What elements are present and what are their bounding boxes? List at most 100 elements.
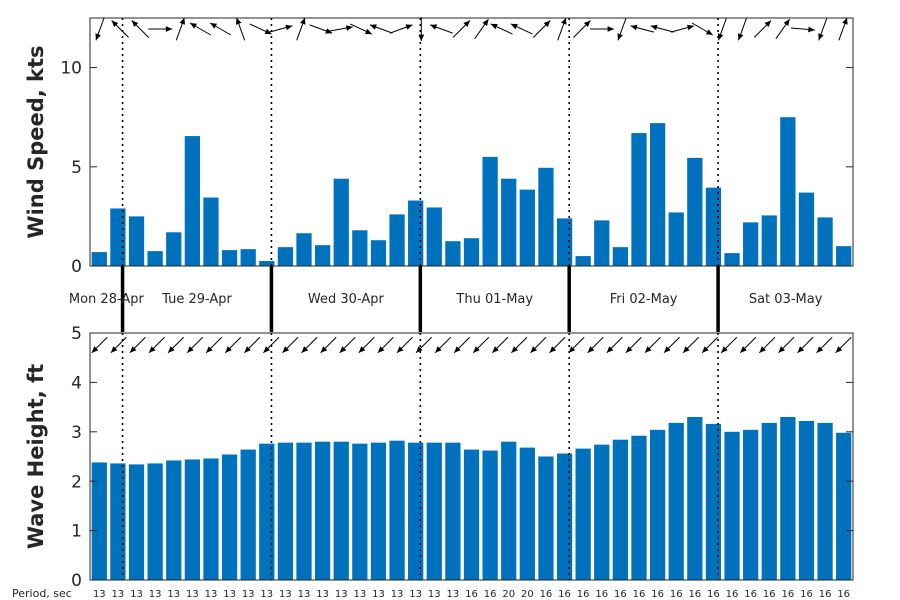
- wind-bar: [203, 197, 219, 266]
- wave-height-panel: 0 1 2 3 4 5 Wave Height, ft: [24, 324, 854, 591]
- wave-bar: [221, 454, 238, 580]
- period-value: 16: [800, 589, 813, 600]
- wave-bar: [556, 453, 573, 580]
- wind-bar: [91, 252, 107, 266]
- wind-bar: [631, 133, 647, 266]
- period-value: 13: [205, 589, 218, 600]
- wind-direction-arrow: [717, 17, 728, 41]
- wind-bar: [463, 238, 480, 266]
- wind-bar: [147, 251, 163, 266]
- period-value: 13: [335, 589, 348, 600]
- wind-direction-arrow: [818, 17, 828, 41]
- wave-direction-arrow: [339, 336, 356, 354]
- wave-direction-arrow: [491, 336, 509, 354]
- wave-bar: [352, 443, 368, 580]
- period-value: 16: [614, 589, 627, 600]
- wave-direction-arrow: [778, 336, 795, 354]
- wind-direction-arrow: [296, 17, 306, 41]
- wind-bar: [817, 217, 833, 266]
- wind-direction-arrow: [309, 24, 333, 34]
- wind-direction-arrow: [269, 24, 293, 33]
- period-row: Period, sec 13 13 13 13 13 13 13 13 13 13 13 13 13 13…: [12, 587, 850, 600]
- wave-bar: [463, 449, 480, 580]
- period-value: 16: [670, 589, 683, 600]
- wind-direction-arrow: [369, 24, 393, 34]
- wind-direction-arrow: [737, 17, 748, 41]
- period-value: 13: [167, 589, 180, 600]
- wave-bar: [798, 420, 815, 580]
- wind-direction-arrow: [557, 17, 567, 41]
- wave-bar: [426, 442, 442, 580]
- period-value: 13: [409, 589, 422, 600]
- period-value: 13: [372, 589, 385, 600]
- wave-bar: [594, 444, 610, 580]
- wind-direction-arrow: [573, 20, 591, 38]
- wave-direction-arrow: [682, 336, 699, 354]
- period-value: 16: [707, 589, 720, 600]
- wind-direction-arrow: [650, 24, 674, 33]
- wave-bar: [519, 447, 535, 580]
- wave-bar: [705, 423, 722, 580]
- wave-bar: [203, 458, 219, 580]
- wave-direction-arrow: [625, 336, 642, 354]
- wave-direction-arrow: [320, 336, 337, 354]
- period-value: 16: [540, 589, 553, 600]
- wave-direction-arrow: [148, 336, 165, 354]
- period-value: 16: [484, 589, 497, 600]
- wind-y-tick-label: 0: [71, 257, 82, 277]
- wind-bar: [482, 156, 498, 266]
- period-value: 13: [298, 589, 311, 600]
- wind-bar: [743, 222, 759, 266]
- wind-bar: [538, 167, 554, 266]
- wind-bar: [110, 208, 126, 266]
- wind-y-axis-title: Wind Speed, kts: [24, 45, 48, 238]
- wave-direction-arrow: [644, 336, 661, 354]
- wave-bar: [184, 459, 200, 580]
- wave-bar: [296, 442, 312, 580]
- wind-direction-arrow: [838, 17, 848, 41]
- period-value: 16: [781, 589, 794, 600]
- period-value: 16: [651, 589, 664, 600]
- wave-direction-arrow: [511, 336, 528, 354]
- wave-bar: [277, 442, 294, 580]
- period-value: 13: [186, 589, 199, 600]
- wave-bar: [389, 440, 405, 580]
- wave-direction-arrow: [301, 336, 318, 354]
- wind-bar: [761, 215, 777, 266]
- wind-direction-arrow: [775, 18, 791, 40]
- wave-direction-arrow: [434, 336, 452, 354]
- wave-direction-arrow: [759, 336, 776, 354]
- wave-bar: [743, 429, 759, 580]
- wind-bar: [277, 247, 294, 266]
- wind-bar: [594, 220, 610, 266]
- wind-bar: [426, 207, 442, 266]
- wave-bar: [314, 441, 331, 580]
- wind-direction-arrow: [329, 25, 353, 32]
- period-value: 13: [447, 589, 460, 600]
- day-label: Wed 30-Apr: [308, 292, 385, 307]
- wind-direction-arrow: [630, 24, 654, 33]
- period-value: 13: [316, 589, 329, 600]
- period-value: 13: [353, 589, 366, 600]
- wind-direction-arrow: [148, 26, 173, 32]
- wind-bar: [556, 218, 573, 266]
- wave-direction-arrow: [186, 336, 204, 354]
- period-value: 13: [242, 589, 255, 600]
- wind-bar: [184, 136, 200, 266]
- wave-y-axis-title: Wave Height, ft: [24, 364, 48, 549]
- wind-bar: [705, 187, 722, 266]
- period-value: 16: [819, 589, 832, 600]
- wave-direction-arrow: [530, 336, 547, 354]
- period-value: 20: [521, 589, 534, 600]
- wave-y-tick-label: 3: [71, 423, 82, 443]
- wave-direction-arrow: [358, 336, 375, 354]
- period-value: 16: [688, 589, 701, 600]
- wave-direction-arrow: [587, 336, 604, 354]
- wind-direction-arrow: [95, 17, 105, 41]
- wave-direction-arrow: [549, 336, 566, 354]
- wind-axes-frame: [89, 17, 854, 267]
- wind-bar: [780, 117, 796, 266]
- wave-bar: [687, 416, 703, 580]
- wave-bar: [333, 441, 349, 580]
- wind-bar: [128, 216, 145, 266]
